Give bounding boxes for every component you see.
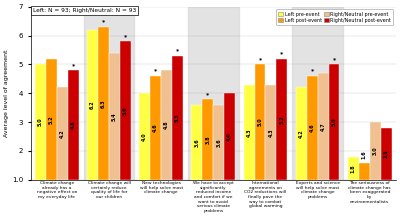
Text: 5.4: 5.4: [112, 112, 117, 121]
Text: 3.8: 3.8: [205, 135, 210, 144]
Text: *: *: [154, 69, 157, 74]
Bar: [307, 76, 318, 180]
Bar: [296, 87, 307, 180]
Text: 4.8: 4.8: [164, 121, 169, 129]
Bar: [266, 85, 276, 180]
Text: 1.6: 1.6: [362, 150, 367, 159]
Bar: [35, 64, 46, 180]
Bar: [359, 163, 370, 180]
Bar: [120, 41, 131, 180]
Text: 1.8: 1.8: [351, 164, 356, 173]
Bar: [139, 93, 150, 180]
Bar: [57, 87, 68, 180]
Text: 3.6: 3.6: [216, 138, 221, 147]
Bar: [172, 56, 183, 180]
Bar: [192, 105, 202, 180]
Text: Left: N = 93; Right/Neutral: N = 93: Left: N = 93; Right/Neutral: N = 93: [33, 8, 136, 13]
Bar: [381, 128, 392, 180]
Text: 4.8: 4.8: [71, 121, 76, 129]
Bar: [84, 7, 134, 180]
Text: *: *: [124, 34, 127, 39]
Text: 5.0: 5.0: [38, 118, 43, 127]
Bar: [68, 70, 79, 180]
Text: *: *: [280, 51, 284, 56]
Bar: [109, 53, 120, 180]
Text: 5.8: 5.8: [123, 106, 128, 115]
Text: 4.0: 4.0: [227, 132, 232, 141]
Y-axis label: Average level of agreement: Average level of agreement: [4, 49, 9, 137]
Text: *: *: [310, 69, 314, 74]
Bar: [348, 157, 359, 180]
Bar: [87, 30, 98, 180]
Text: *: *: [176, 48, 179, 53]
Text: 4.2: 4.2: [299, 129, 304, 138]
Text: 4.6: 4.6: [153, 123, 158, 132]
Bar: [98, 27, 109, 180]
Bar: [328, 64, 340, 180]
Bar: [213, 105, 224, 180]
Text: 5.0: 5.0: [258, 118, 262, 127]
Bar: [292, 7, 343, 180]
Text: 5.3: 5.3: [175, 113, 180, 122]
Text: *: *: [206, 92, 210, 97]
Text: 2.8: 2.8: [384, 150, 389, 158]
Bar: [161, 70, 172, 180]
Bar: [370, 122, 381, 180]
Bar: [276, 59, 287, 180]
Text: 5.0: 5.0: [332, 118, 336, 127]
Text: *: *: [332, 57, 336, 62]
Text: 6.2: 6.2: [90, 100, 95, 109]
Bar: [202, 99, 213, 180]
Text: 5.2: 5.2: [49, 115, 54, 123]
Bar: [254, 64, 266, 180]
Text: *: *: [258, 57, 262, 62]
Text: 4.3: 4.3: [268, 128, 274, 136]
Text: 4.0: 4.0: [142, 132, 147, 141]
Text: 4.6: 4.6: [310, 123, 315, 132]
Text: 4.7: 4.7: [320, 122, 326, 131]
Bar: [318, 73, 328, 180]
Bar: [224, 93, 235, 180]
Legend: Left pre-event, Left post-event, Right/Neutral pre-event, Right/Neutral post-eve: Left pre-event, Left post-event, Right/N…: [276, 9, 394, 25]
Bar: [150, 76, 161, 180]
Text: 6.3: 6.3: [101, 99, 106, 108]
Bar: [188, 7, 238, 180]
Bar: [46, 59, 57, 180]
Text: 4.2: 4.2: [60, 129, 65, 138]
Text: 3.0: 3.0: [373, 147, 378, 155]
Text: 3.6: 3.6: [194, 138, 200, 147]
Text: 4.3: 4.3: [246, 128, 252, 136]
Text: *: *: [72, 63, 75, 68]
Text: *: *: [102, 20, 105, 25]
Text: 5.2: 5.2: [279, 115, 284, 123]
Bar: [244, 85, 254, 180]
